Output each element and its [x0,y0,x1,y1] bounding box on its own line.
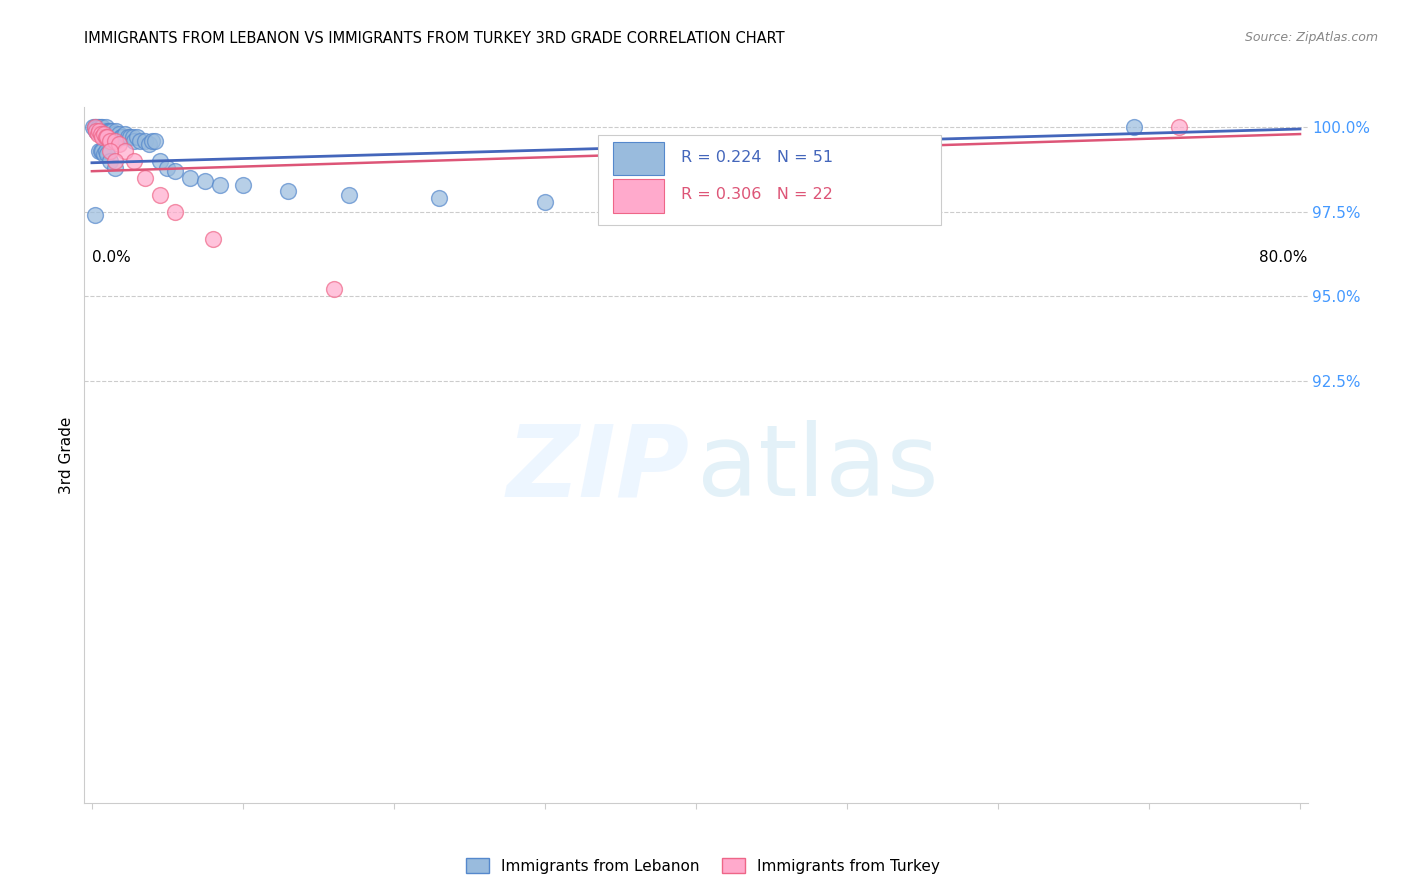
Point [1168,120,1191,135]
Point [134,171,156,186]
Point [94,130,117,145]
Point [103,127,125,141]
FancyBboxPatch shape [613,142,664,175]
Point [194,174,217,188]
Point [91,120,114,135]
Point [534,194,557,209]
Point [134,134,156,148]
Point [84,208,107,222]
Point [103,154,125,169]
Point [94,120,117,135]
Point [94,144,117,158]
Point [121,130,143,145]
Point [103,134,125,148]
Text: 80.0%: 80.0% [1260,250,1308,265]
Point [103,161,125,175]
Legend: Immigrants from Lebanon, Immigrants from Turkey: Immigrants from Lebanon, Immigrants from… [460,852,946,880]
Point [118,130,141,145]
Point [98,124,121,138]
Text: Source: ZipAtlas.com: Source: ZipAtlas.com [1244,31,1378,45]
Text: R = 0.224   N = 51: R = 0.224 N = 51 [682,150,834,165]
Point [143,134,166,148]
Point [98,144,121,158]
Point [179,171,201,186]
FancyBboxPatch shape [598,135,941,226]
Point [87,120,110,135]
Point [156,161,179,175]
Point [122,154,145,169]
Point [108,137,131,152]
Point [114,127,136,141]
Point [110,130,132,145]
Point [98,134,121,148]
Point [86,120,108,135]
Point [91,144,114,158]
Point [114,144,136,158]
Y-axis label: 3rd Grade: 3rd Grade [59,417,75,493]
Point [90,127,112,141]
Point [337,187,360,202]
Point [86,124,108,138]
Point [90,144,112,158]
Text: ZIP: ZIP [506,420,689,517]
Point [96,124,118,138]
Point [163,204,186,219]
Point [141,134,163,148]
Point [93,124,115,138]
Point [96,147,118,161]
Point [98,154,121,169]
Point [149,154,172,169]
Point [91,130,114,145]
Point [201,232,224,246]
Point [322,282,344,296]
Point [277,185,299,199]
Point [105,124,128,138]
Point [111,130,134,145]
Point [84,120,107,135]
Point [129,134,152,148]
Point [127,130,149,145]
FancyBboxPatch shape [613,179,664,213]
Point [89,124,111,138]
Point [100,124,122,138]
Point [232,178,254,192]
Point [108,127,131,141]
Text: IMMIGRANTS FROM LEBANON VS IMMIGRANTS FROM TURKEY 3RD GRADE CORRELATION CHART: IMMIGRANTS FROM LEBANON VS IMMIGRANTS FR… [84,31,785,46]
Text: R = 0.306   N = 22: R = 0.306 N = 22 [682,187,834,202]
Point [87,127,110,141]
Point [209,178,232,192]
Point [122,134,145,148]
Point [427,191,450,205]
Point [93,147,115,161]
Point [84,120,107,135]
Point [89,120,111,135]
Text: atlas: atlas [697,420,939,517]
Text: 0.0%: 0.0% [91,250,131,265]
Point [89,144,111,158]
Point [90,120,112,135]
Point [117,130,139,145]
Point [82,120,104,135]
Point [96,130,118,145]
Point [86,124,108,138]
Point [1122,120,1144,135]
Point [97,124,120,138]
Point [163,164,186,178]
Point [93,127,115,141]
Point [149,187,172,202]
Point [138,137,160,152]
